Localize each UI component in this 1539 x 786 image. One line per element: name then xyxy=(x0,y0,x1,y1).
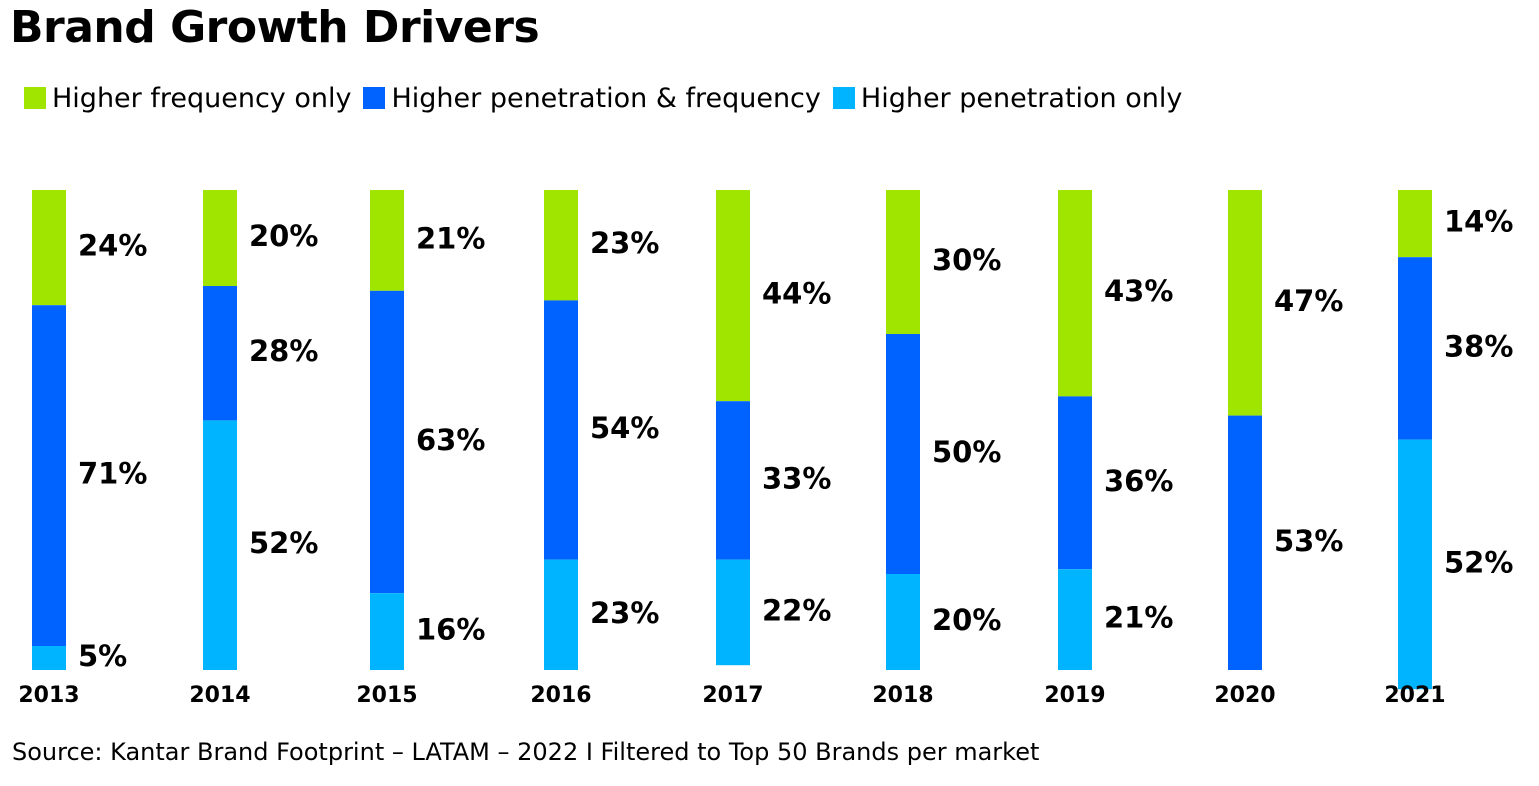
x-tick-label-2015: 2015 xyxy=(356,683,417,708)
data-label-2018-2: 50% xyxy=(932,435,1001,469)
data-label-2017-2: 33% xyxy=(762,461,831,495)
x-tick-label-2020: 2020 xyxy=(1214,683,1275,708)
chart-title: Brand Growth Drivers xyxy=(10,2,540,53)
bar-segment-2019-1 xyxy=(1058,190,1092,397)
bar-segment-2015-2 xyxy=(370,290,404,594)
bar-segment-2015-1 xyxy=(370,190,404,291)
bar-segment-2018-1 xyxy=(886,190,920,334)
x-tick-label-2013: 2013 xyxy=(18,683,79,708)
x-tick-label-2019: 2019 xyxy=(1044,683,1105,708)
stacked-bar-chart: 24% 71% 5% 2013 20% 28% 52% 2014 21% 63% 16% 2015 23… xyxy=(18,190,1513,708)
x-tick-label-2017: 2017 xyxy=(702,683,763,708)
x-tick-label-2018: 2018 xyxy=(872,683,933,708)
legend-swatch-frequency xyxy=(24,87,46,109)
data-label-2015-3: 16% xyxy=(416,613,485,647)
data-label-2019-1: 43% xyxy=(1104,274,1173,308)
data-label-2018-1: 30% xyxy=(932,243,1001,277)
bar-segment-2013-1 xyxy=(32,190,66,306)
bar-segment-2013-3 xyxy=(32,646,66,670)
bar-segment-2019-3 xyxy=(1058,569,1092,670)
bar-segment-2014-1 xyxy=(203,190,237,286)
legend-item-penetration-frequency: Higher penetration & frequency xyxy=(363,82,821,114)
bar-segment-2017-2 xyxy=(716,401,750,560)
bar-segment-2021-3 xyxy=(1398,439,1432,690)
data-label-2013-1: 24% xyxy=(78,229,147,263)
data-label-2018-3: 20% xyxy=(932,603,1001,637)
bar-segment-2020-1 xyxy=(1228,190,1262,416)
data-label-2019-2: 36% xyxy=(1104,464,1173,498)
data-label-2014-1: 20% xyxy=(249,219,318,253)
bar-segment-2014-3 xyxy=(203,420,237,670)
legend-label-penetration-frequency: Higher penetration & frequency xyxy=(391,82,821,114)
data-label-2020-1: 47% xyxy=(1274,284,1343,318)
bar-segment-2015-3 xyxy=(370,593,404,670)
data-label-2016-3: 23% xyxy=(590,596,659,630)
bar-segment-2021-1 xyxy=(1398,190,1432,258)
bar-segment-2018-3 xyxy=(886,574,920,670)
bar-segment-2017-3 xyxy=(716,559,750,666)
data-label-2013-2: 71% xyxy=(78,457,147,491)
data-label-2014-2: 28% xyxy=(249,334,318,368)
data-label-2019-3: 21% xyxy=(1104,601,1173,635)
bar-segment-2016-2 xyxy=(544,300,578,560)
legend-swatch-penetration xyxy=(832,87,855,109)
bar-segment-2013-2 xyxy=(32,305,66,646)
data-label-2014-3: 52% xyxy=(249,526,318,560)
source-note: Source: Kantar Brand Footprint – LATAM –… xyxy=(12,738,1040,766)
bar-segment-2016-1 xyxy=(544,190,578,301)
data-label-2013-3: 5% xyxy=(78,639,127,673)
x-tick-label-2021: 2021 xyxy=(1384,683,1445,708)
data-label-2021-3: 52% xyxy=(1444,545,1513,579)
bar-segment-2014-2 xyxy=(203,286,237,421)
bar-segment-2021-2 xyxy=(1398,257,1432,440)
legend: Higher frequency only Higher penetration… xyxy=(24,80,1194,116)
bar-segment-2018-2 xyxy=(886,334,920,574)
data-label-2015-2: 63% xyxy=(416,423,485,457)
x-tick-label-2014: 2014 xyxy=(189,683,250,708)
bar-segment-2020-2 xyxy=(1228,415,1262,670)
legend-item-penetration: Higher penetration only xyxy=(832,82,1183,114)
data-label-2015-1: 21% xyxy=(416,221,485,255)
legend-label-frequency: Higher frequency only xyxy=(52,82,352,114)
legend-swatch-penetration-frequency xyxy=(363,87,386,109)
data-label-2016-1: 23% xyxy=(590,226,659,260)
data-label-2020-2: 53% xyxy=(1274,524,1343,558)
data-label-2021-1: 14% xyxy=(1444,205,1513,239)
bar-segment-2016-3 xyxy=(544,559,578,670)
bar-segment-2017-1 xyxy=(716,190,750,402)
legend-item-frequency: Higher frequency only xyxy=(24,83,351,114)
data-label-2021-2: 38% xyxy=(1444,329,1513,363)
legend-label-penetration: Higher penetration only xyxy=(860,82,1183,114)
data-label-2017-1: 44% xyxy=(762,277,831,311)
bar-segment-2019-2 xyxy=(1058,396,1092,570)
data-label-2016-2: 54% xyxy=(590,411,659,445)
data-label-2017-3: 22% xyxy=(762,593,831,627)
x-tick-label-2016: 2016 xyxy=(530,683,591,708)
